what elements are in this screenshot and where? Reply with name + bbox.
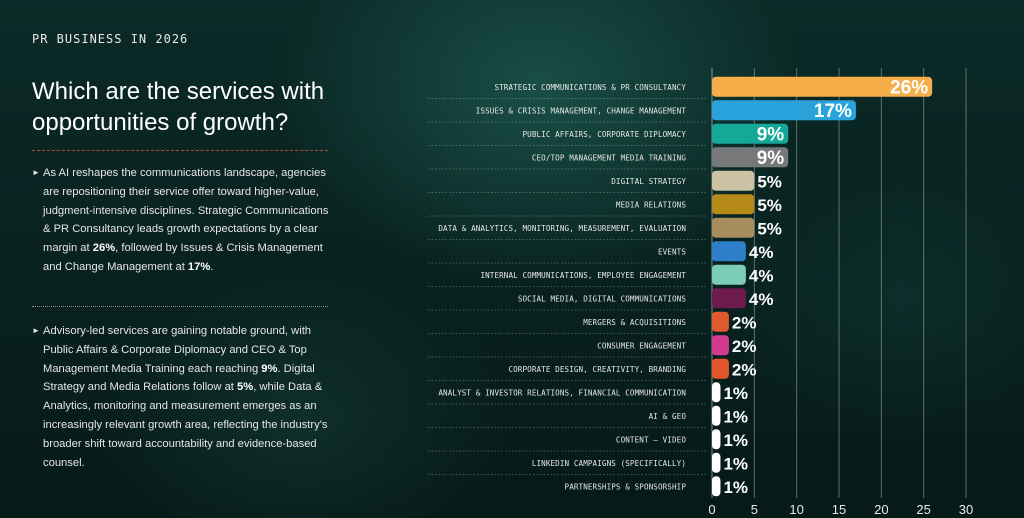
value-label: 4% [749, 266, 774, 285]
bar [712, 288, 746, 309]
bar [712, 382, 721, 403]
category-label: CEO/TOP MANAGEMENT MEDIA TRAINING [532, 153, 686, 162]
value-label: 1% [723, 407, 748, 426]
value-label: 4% [749, 290, 774, 309]
paragraph-1-body: As AI reshapes the communications landsc… [43, 164, 332, 277]
value-label: 5% [757, 196, 782, 215]
category-label: LINKEDIN CAMPAIGNS (SPECIFICALLY) [532, 459, 686, 468]
value-label: 2% [732, 360, 757, 379]
bullet-arrow-icon: ► [32, 326, 40, 335]
bar [712, 476, 721, 497]
value-label: 1% [723, 454, 748, 473]
paragraph-2: ► Advisory-led services are gaining nota… [32, 322, 332, 472]
bar [712, 452, 721, 473]
category-label: MERGERS & ACQUISITIONS [583, 318, 686, 327]
paragraph-2-highlight: 5% [237, 381, 254, 394]
value-label: 2% [732, 313, 757, 332]
value-label: 17% [814, 101, 852, 122]
page-title: Which are the services with opportunitie… [32, 78, 325, 136]
bar [712, 311, 729, 332]
value-label: 4% [749, 243, 774, 262]
bar [712, 123, 789, 144]
bar [712, 170, 755, 191]
paragraph-1-text: , followed by Issues & Crisis Management… [43, 242, 323, 273]
category-label: ISSUES & CRISIS MANAGEMENT, CHANGE MANAG… [476, 106, 687, 115]
value-label: 9% [757, 124, 785, 145]
category-label: CONTENT – VIDEO [616, 435, 686, 444]
paragraph-2-text: . Digital Strategy and Media Relations f… [43, 362, 315, 394]
category-label: DIGITAL STRATEGY [611, 177, 686, 186]
section-header: PR BUSINESS IN 2026 [32, 32, 189, 46]
value-label: 1% [723, 478, 748, 497]
x-tick-label: 15 [832, 502, 846, 517]
paragraph-1: ► As AI reshapes the communications land… [32, 164, 332, 277]
bar [712, 264, 746, 285]
category-label: MEDIA RELATIONS [616, 200, 686, 209]
value-label: 9% [757, 148, 785, 169]
category-label: INTERNAL COMMUNICATIONS, EMPLOYEE ENGAGE… [480, 271, 686, 280]
bar [712, 358, 729, 379]
x-tick-label: 20 [874, 502, 888, 517]
title-divider [32, 150, 328, 151]
paragraph-1-text: As AI reshapes the communications landsc… [43, 167, 329, 255]
bar [712, 429, 721, 450]
paragraph-divider [32, 306, 328, 307]
bar [712, 217, 755, 238]
category-label: ANALYST & INVESTOR RELATIONS, FINANCIAL … [438, 388, 686, 397]
category-label: CORPORATE DESIGN, CREATIVITY, BRANDING [508, 365, 686, 374]
paragraph-2-text: , while Data & Analytics, monitoring and… [43, 381, 328, 469]
value-label: 1% [723, 384, 748, 403]
category-label: SOCIAL MEDIA, DIGITAL COMMUNICATIONS [518, 294, 687, 303]
category-label: PUBLIC AFFAIRS, CORPORATE DIPLOMACY [522, 130, 686, 139]
category-label: PARTNERSHIPS & SPONSORSHIP [565, 482, 687, 491]
bar [712, 405, 721, 426]
paragraph-2-text: Advisory-led services are gaining notabl… [43, 325, 312, 375]
value-label: 1% [723, 431, 748, 450]
bullet-arrow-icon: ► [32, 168, 40, 177]
x-tick-label: 5 [751, 502, 758, 517]
bar [712, 100, 856, 121]
value-label: 2% [732, 337, 757, 356]
bar [712, 76, 933, 97]
paragraph-1-text: . [210, 260, 214, 273]
value-label: 5% [757, 219, 782, 238]
category-label: DATA & ANALYTICS, MONITORING, MEASUREMEN… [438, 224, 686, 233]
x-tick-label: 25 [916, 502, 930, 517]
value-label: 5% [757, 172, 782, 191]
paragraph-2-body: Advisory-led services are gaining notabl… [43, 322, 332, 472]
paragraph-1-highlight: 26% [92, 242, 116, 255]
bar [712, 194, 755, 215]
category-label: CONSUMER ENGAGEMENT [597, 341, 686, 350]
x-tick-label: 10 [789, 502, 803, 517]
category-label: EVENTS [658, 247, 686, 256]
category-label: STRATEGIC COMMUNICATIONS & PR CONSULTANC… [494, 83, 686, 92]
paragraph-2-highlight: 9% [261, 362, 278, 375]
value-label: 26% [890, 77, 928, 98]
category-label: AI & GEO [649, 412, 687, 421]
paragraph-1-highlight: 17% [187, 260, 211, 273]
bar [712, 241, 746, 262]
bar [712, 147, 789, 168]
bar [712, 335, 729, 356]
x-tick-label: 30 [959, 502, 973, 517]
x-tick-label: 0 [708, 502, 715, 517]
